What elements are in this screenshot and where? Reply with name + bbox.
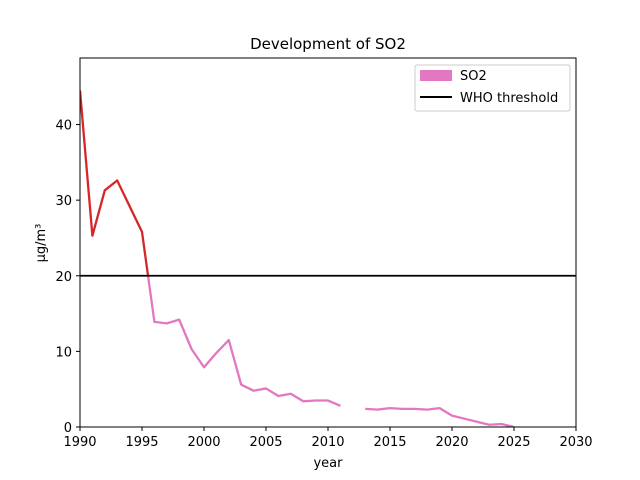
x-tick-label-2015: 2015	[373, 435, 406, 450]
legend-swatch-so2	[420, 70, 452, 81]
x-tick-label-1990: 1990	[63, 435, 96, 450]
x-tick-label-2030: 2030	[559, 435, 592, 450]
y-axis-label: µg/m³	[34, 224, 49, 263]
y-tick-label-20: 20	[55, 270, 72, 285]
x-tick-label-2020: 2020	[435, 435, 468, 450]
series-line-so2-segment-0-1	[146, 275, 341, 407]
legend: SO2 WHO threshold	[414, 64, 571, 112]
legend-box	[414, 64, 571, 112]
y-tick-label-10: 10	[55, 345, 72, 360]
x-tick-label-2025: 2025	[497, 435, 530, 450]
x-tick-label-1995: 1995	[125, 435, 158, 450]
y-tick-label-40: 40	[55, 119, 72, 134]
series-line-so2-segment-1-0	[365, 406, 515, 427]
x-tick-label-2005: 2005	[249, 435, 282, 450]
legend-label-so2: SO2	[460, 69, 487, 84]
legend-label-who-threshold: WHO threshold	[460, 91, 558, 106]
x-tick-label-2000: 2000	[187, 435, 220, 450]
series-line-so2-above-threshold-segment-0-0	[80, 90, 150, 276]
x-axis-label: year	[313, 456, 343, 471]
chart-title: Development of SO2	[250, 35, 406, 53]
y-tick-label-30: 30	[55, 194, 72, 209]
y-tick-label-0: 0	[64, 421, 72, 436]
x-tick-label-2010: 2010	[311, 435, 344, 450]
